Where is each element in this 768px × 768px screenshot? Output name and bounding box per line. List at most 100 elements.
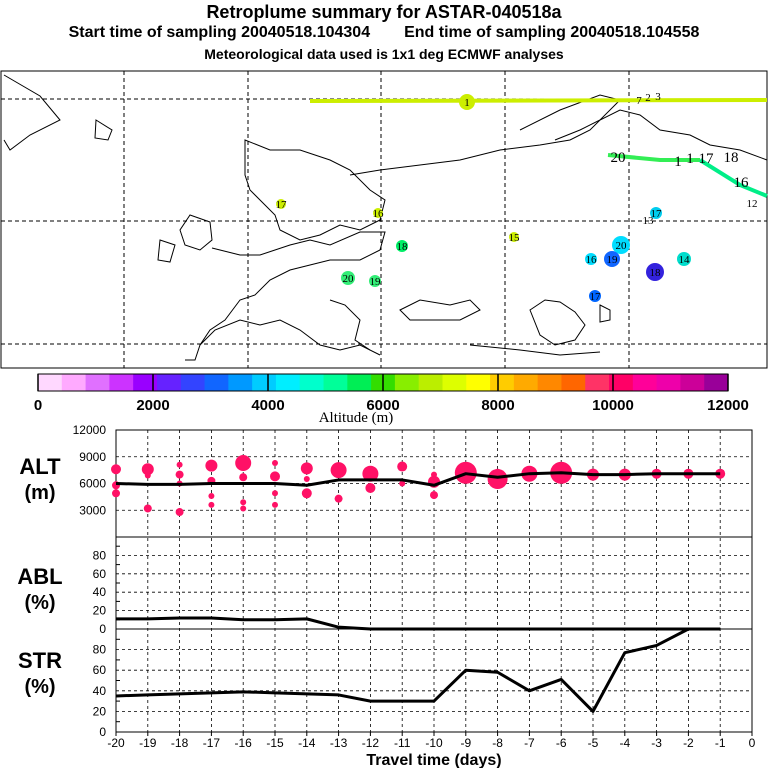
alt-scatter-point	[111, 464, 121, 475]
track-label: 1	[674, 154, 682, 170]
map-frame	[0, 70, 768, 369]
track-label: 12	[747, 198, 758, 210]
alt-scatter-point	[399, 480, 406, 487]
map-marker	[373, 208, 383, 218]
x-tick-label: -16	[235, 736, 253, 750]
alt-scatter-point	[141, 463, 154, 476]
x-axis-label: Travel time (days)	[366, 752, 501, 768]
map-marker	[369, 275, 381, 287]
alt-scatter-point	[144, 472, 151, 479]
colorbar-swatch	[585, 374, 610, 391]
track-line-far-east	[698, 158, 768, 198]
alt-scatter-point	[175, 470, 184, 479]
alt-scatter-point	[143, 504, 152, 513]
colorbar-swatch	[85, 374, 110, 391]
colorbar-swatch	[299, 374, 325, 391]
x-tick-label: -18	[171, 736, 189, 750]
panel-gridlines	[116, 430, 752, 732]
alt-scatter-point	[300, 462, 313, 475]
alt-scatter-point	[330, 462, 347, 479]
alt-panel-label: ALT	[19, 454, 61, 479]
map-marker-label: 15	[509, 232, 521, 244]
colorbar-swatch	[252, 374, 277, 391]
x-tick-label: -4	[619, 736, 630, 750]
colorbar-swatch	[204, 374, 229, 391]
altitude-colorbar	[37, 373, 729, 392]
x-tick-label: -7	[524, 736, 535, 750]
colorbar-tick-label: 6000	[366, 397, 399, 414]
colorbar-label: Altitude (m)	[319, 410, 394, 426]
colorbar-swatch	[632, 374, 658, 391]
alt-panel-unit: (m)	[24, 482, 55, 504]
alt-scatter-points	[111, 454, 726, 517]
map-marker	[396, 240, 408, 252]
map-marker	[612, 236, 630, 254]
track-line-east	[607, 153, 700, 162]
str-series-line	[115, 627, 721, 713]
track-label: 3	[655, 91, 661, 103]
alt-scatter-point	[334, 494, 343, 503]
track-label: 2	[645, 92, 651, 104]
colorbar-swatch	[680, 374, 705, 391]
str-panel-unit: (%)	[24, 676, 55, 698]
str-y-tick-label: 0	[99, 725, 106, 739]
colorbar-tick-label: 4000	[251, 397, 284, 414]
alt-scatter-point	[272, 459, 278, 466]
colorbar-swatch	[109, 374, 134, 391]
sampling-times: Start time of sampling 20040518.104304 En…	[0, 24, 768, 42]
start-time: Start time of sampling 20040518.104304	[68, 24, 371, 41]
map-gridlines	[1, 71, 767, 368]
alt-y-tick-label: 3000	[79, 503, 106, 517]
colorbar-swatch	[228, 374, 253, 391]
colorbar-swatch	[418, 374, 443, 391]
x-tick-label: -9	[460, 736, 471, 750]
alt-scatter-point	[240, 505, 247, 512]
map-marker-label: 17	[276, 199, 288, 211]
trajectory-tracks	[309, 98, 768, 198]
colorbar-swatch	[133, 374, 158, 391]
colorbar-swatch	[513, 374, 539, 391]
x-tick-label: -15	[266, 736, 284, 750]
track-label: 18	[724, 150, 739, 166]
track-label: 7	[636, 95, 642, 107]
alt-scatter-point	[397, 461, 408, 472]
colorbar-swatch	[394, 374, 420, 391]
alt-y-tick-label: 6000	[79, 477, 106, 491]
alt-scatter-point	[303, 476, 310, 483]
alt-scatter-point	[205, 459, 218, 472]
alt-scatter-point	[493, 468, 502, 477]
colorbar-swatch	[61, 374, 87, 391]
alt-scatter-point	[431, 471, 437, 478]
map-marker	[646, 263, 664, 281]
map-marker-label: 16	[373, 208, 385, 220]
abl-y-tick-label: 60	[93, 567, 107, 581]
map-marker-label: 17	[651, 208, 663, 220]
alt-scatter-point	[175, 508, 184, 517]
abl-y-tick-label: 80	[93, 548, 107, 562]
track-line-upper	[309, 98, 768, 103]
abl-series-line	[116, 616, 721, 631]
chart-title: Retroplume summary for ASTAR-040518a	[206, 2, 562, 22]
track-label: 13	[643, 215, 655, 227]
panel-series-lines	[115, 471, 721, 713]
map-marker	[677, 252, 691, 266]
colorbar-swatch	[537, 374, 562, 391]
colorbar-tick-label: 2000	[136, 397, 169, 414]
map-marker	[459, 94, 475, 110]
map-marker-label: 20	[343, 273, 355, 285]
colorbar-swatch	[323, 374, 348, 391]
x-tick-label: -12	[362, 736, 380, 750]
colorbar-swatch	[704, 374, 729, 391]
x-tick-label: -1	[715, 736, 726, 750]
x-tick-label: -2	[683, 736, 694, 750]
x-tick-label: -13	[330, 736, 348, 750]
map-marker-label: 1	[464, 97, 470, 109]
map-marker	[276, 199, 286, 209]
alt-scatter-point	[272, 501, 278, 508]
x-tick-label: -20	[107, 736, 125, 750]
map-marker-label: 14	[679, 254, 691, 266]
map-marker-label: 20	[616, 240, 628, 252]
map-marker	[341, 271, 355, 285]
